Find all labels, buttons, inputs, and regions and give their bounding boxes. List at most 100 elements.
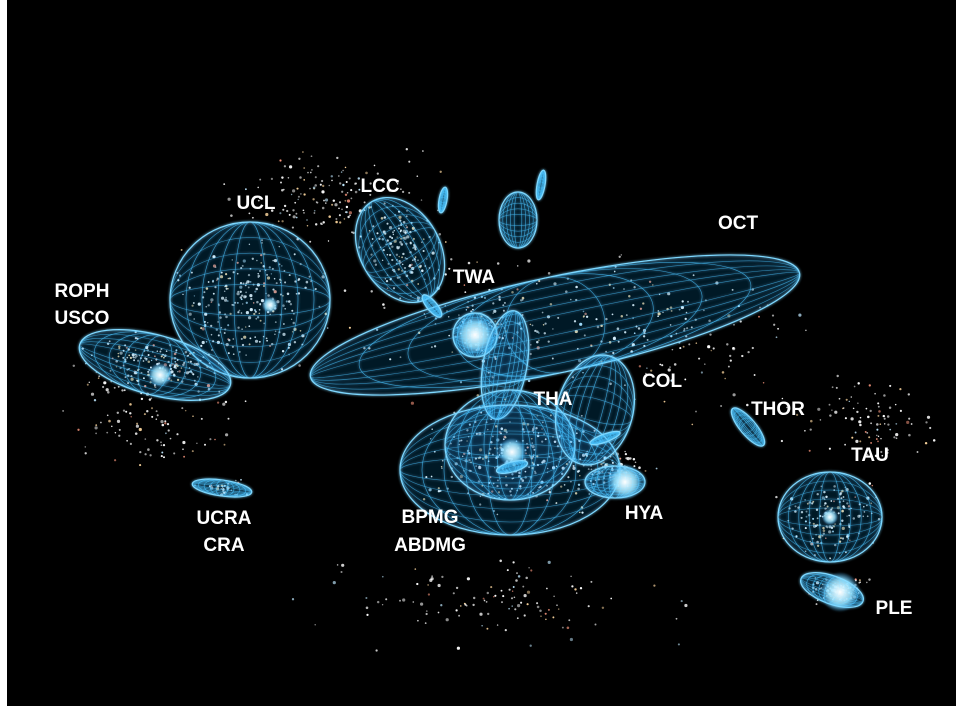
star: [486, 627, 489, 630]
star: [337, 175, 340, 177]
star: [331, 179, 333, 182]
star: [871, 484, 874, 487]
star: [729, 359, 732, 362]
label-roph: ROPH: [55, 281, 110, 302]
star: [709, 333, 712, 336]
star: [98, 375, 101, 378]
shell-fill: [499, 192, 537, 248]
star: [156, 439, 159, 442]
star: [852, 407, 855, 410]
star: [322, 221, 325, 224]
star: [136, 422, 139, 425]
star: [916, 451, 919, 453]
star: [84, 446, 87, 448]
star: [868, 436, 871, 439]
star: [323, 199, 325, 202]
star: [568, 619, 571, 622]
star: [868, 482, 872, 485]
star: [857, 402, 859, 404]
star: [805, 329, 807, 332]
star: [357, 177, 361, 180]
star: [866, 453, 869, 456]
star: [855, 439, 859, 443]
bright-core: [148, 363, 172, 387]
star: [536, 602, 539, 605]
star: [257, 186, 259, 189]
star: [294, 201, 297, 204]
star: [173, 452, 176, 455]
star: [624, 452, 628, 456]
star: [303, 179, 306, 181]
star: [466, 577, 470, 581]
star: [460, 605, 462, 607]
star: [114, 459, 117, 462]
star: [291, 226, 294, 229]
star: [831, 386, 834, 389]
shell: [169, 221, 331, 379]
star: [516, 617, 519, 620]
star: [512, 561, 515, 564]
star: [348, 326, 351, 329]
star: [865, 407, 868, 410]
star: [547, 560, 551, 565]
star: [301, 151, 304, 153]
star: [344, 199, 347, 202]
star: [780, 439, 784, 443]
star: [499, 559, 502, 563]
star: [527, 259, 531, 263]
star: [325, 202, 327, 204]
star: [303, 167, 306, 169]
star: [828, 447, 831, 450]
star: [396, 183, 399, 185]
star: [340, 171, 343, 173]
star: [859, 581, 861, 583]
star: [808, 449, 811, 452]
star: [561, 626, 564, 629]
shell: [191, 478, 253, 498]
labels: UCL LCC ROPH USCO TWA OCT THA COL THOR T…: [55, 176, 913, 619]
star: [299, 176, 302, 179]
star: [575, 592, 578, 594]
star: [427, 584, 429, 586]
star: [659, 363, 662, 366]
star: [682, 345, 685, 348]
star: [889, 428, 892, 431]
bright-core: [498, 438, 526, 466]
star: [216, 401, 220, 404]
star: [522, 585, 525, 588]
association-shells: [78, 169, 883, 612]
star: [610, 597, 613, 600]
star: [691, 423, 694, 426]
bright-core: [262, 297, 278, 313]
star: [280, 181, 282, 184]
star: [858, 579, 861, 582]
star: [116, 419, 121, 423]
star: [344, 166, 347, 169]
star: [463, 284, 466, 286]
star: [932, 439, 936, 442]
star: [182, 448, 184, 451]
star: [334, 203, 338, 207]
shell-outline: [777, 471, 883, 563]
star: [508, 588, 511, 591]
star: [336, 564, 339, 566]
star: [864, 430, 867, 433]
star: [455, 586, 459, 590]
star: [118, 428, 121, 431]
star: [526, 590, 531, 594]
star: [161, 423, 165, 427]
label-ucra: UCRA: [197, 508, 252, 529]
star: [330, 175, 334, 178]
star: [644, 469, 647, 472]
star: [732, 346, 735, 350]
star: [877, 402, 880, 405]
star: [619, 462, 622, 465]
star: [350, 189, 353, 192]
star: [224, 400, 228, 404]
star: [810, 419, 813, 423]
star: [552, 616, 555, 619]
star: [286, 209, 289, 213]
star: [345, 211, 348, 214]
star: [408, 160, 411, 163]
star: [907, 393, 910, 396]
